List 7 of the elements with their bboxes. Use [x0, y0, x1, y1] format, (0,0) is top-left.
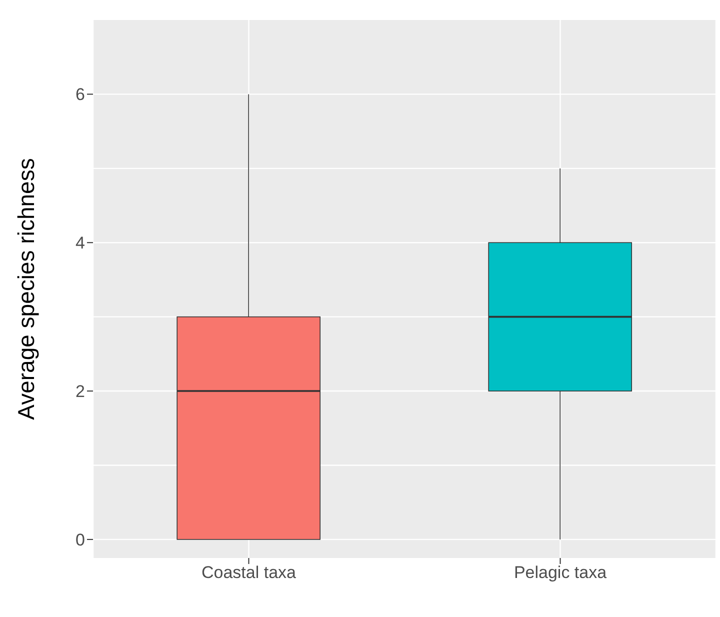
- y-tick-label: 0: [76, 530, 85, 550]
- x-tick-label: Pelagic taxa: [514, 563, 608, 582]
- y-axis-title: Average species richness: [13, 158, 40, 420]
- y-tick-label: 4: [76, 234, 85, 253]
- x-tick-label: Coastal taxa: [202, 563, 297, 582]
- y-tick-label: 6: [76, 85, 85, 104]
- y-tick-label: 2: [76, 382, 85, 402]
